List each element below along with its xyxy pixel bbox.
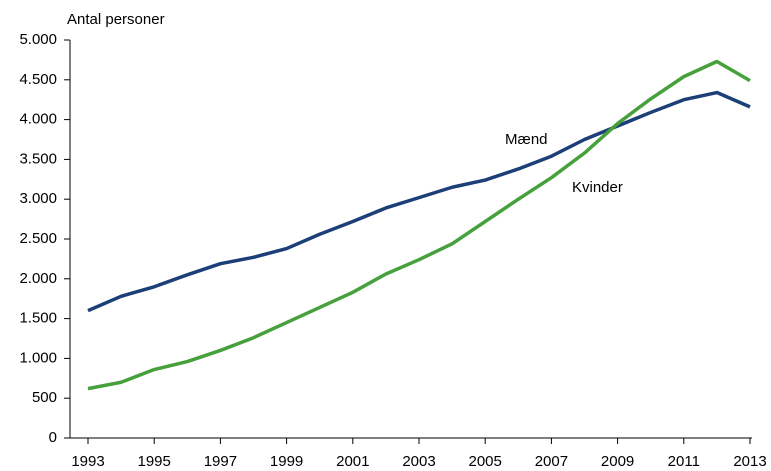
x-tick-label: 1999 [270, 453, 303, 470]
x-tick-label: 2003 [402, 453, 435, 470]
x-tick-label: 2011 [668, 453, 700, 470]
y-tick-label: 2.500 [19, 230, 57, 247]
x-tick-label: 1993 [71, 453, 104, 470]
y-tick-label: 0 [49, 429, 57, 446]
y-tick-label: 2.000 [19, 270, 57, 287]
series-label: Kvinder [572, 179, 623, 196]
x-tick-label: 1997 [204, 453, 237, 470]
x-tick-label: 2007 [535, 453, 568, 470]
series-line [87, 90, 751, 313]
y-tick-label: 500 [32, 389, 57, 406]
x-tick-label: 2005 [469, 453, 502, 470]
y-tick-label: 1.500 [19, 310, 57, 327]
y-tick-label: 3.000 [19, 190, 57, 207]
y-axis-label: Antal personer [67, 11, 165, 28]
x-tick-label: 2009 [601, 453, 634, 470]
x-tick-label: 2001 [336, 453, 369, 470]
y-tick-label: 1.000 [19, 349, 57, 366]
x-tick-label: 1995 [138, 453, 171, 470]
y-tick-label: 5.000 [19, 31, 57, 48]
y-tick-label: 4.000 [19, 111, 57, 128]
series-line [87, 59, 751, 391]
y-tick-label: 4.500 [19, 71, 57, 88]
series-label: Mænd [505, 131, 548, 148]
y-tick-label: 3.500 [19, 150, 57, 167]
x-tick-label: 2013 [733, 453, 766, 470]
